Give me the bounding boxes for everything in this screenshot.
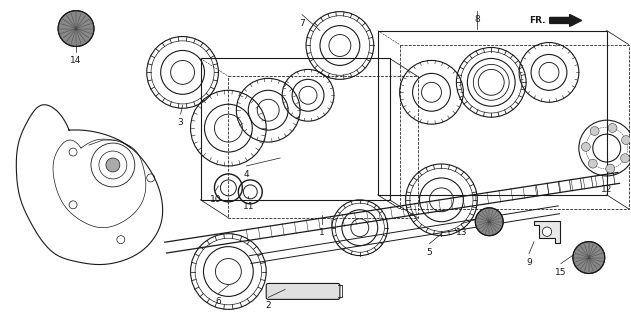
Text: 6: 6 xyxy=(216,297,221,307)
Text: 4: 4 xyxy=(244,170,249,179)
FancyBboxPatch shape xyxy=(266,284,340,300)
Text: 8: 8 xyxy=(475,15,480,24)
Text: 11: 11 xyxy=(242,202,254,211)
Polygon shape xyxy=(534,221,560,243)
Text: 9: 9 xyxy=(526,258,532,267)
Circle shape xyxy=(581,142,591,151)
Text: 12: 12 xyxy=(601,185,613,194)
Circle shape xyxy=(606,164,615,173)
Text: 5: 5 xyxy=(427,248,432,257)
Circle shape xyxy=(590,126,599,135)
Circle shape xyxy=(106,158,120,172)
Circle shape xyxy=(588,159,598,168)
Text: 1: 1 xyxy=(319,228,325,237)
Text: FR.: FR. xyxy=(529,16,546,25)
Circle shape xyxy=(475,208,503,236)
Text: 7: 7 xyxy=(299,19,305,28)
Circle shape xyxy=(573,242,604,274)
Circle shape xyxy=(620,154,630,163)
Text: 10: 10 xyxy=(209,195,221,204)
Text: 3: 3 xyxy=(178,118,184,127)
Text: 2: 2 xyxy=(266,301,271,310)
Text: 15: 15 xyxy=(555,268,567,276)
FancyArrow shape xyxy=(550,14,582,27)
Text: 14: 14 xyxy=(70,56,82,66)
Circle shape xyxy=(58,11,94,46)
Circle shape xyxy=(542,227,551,236)
Circle shape xyxy=(622,136,630,145)
Circle shape xyxy=(608,124,617,132)
Text: 13: 13 xyxy=(456,228,467,237)
